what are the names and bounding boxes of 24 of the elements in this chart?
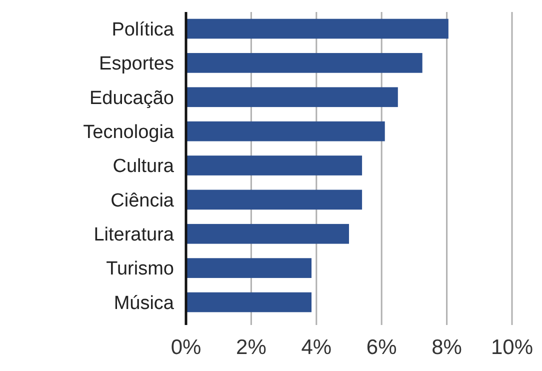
x-tick-label: 0%: [170, 336, 202, 359]
x-tick-label: 6%: [366, 336, 397, 359]
x-tick-label: 2%: [236, 336, 266, 359]
y-tick-label: Tecnologia: [83, 122, 174, 143]
y-tick-label: Música: [114, 292, 174, 314]
bar: [186, 292, 312, 312]
x-tick-label: 4%: [301, 336, 332, 359]
bar: [186, 258, 312, 278]
y-tick-label: Cultura: [112, 156, 174, 178]
y-tick-label: Turismo: [106, 258, 174, 280]
x-tick-label: 10%: [490, 336, 534, 359]
bar: [186, 121, 385, 142]
bar: [186, 190, 362, 210]
bar: [186, 156, 362, 176]
y-tick-label: Política: [112, 19, 174, 40]
bar: [186, 87, 398, 108]
bar: [186, 224, 349, 244]
bar: [186, 18, 448, 39]
y-tick-label: Ciência: [110, 190, 174, 212]
x-tick-label: 8%: [432, 336, 462, 359]
bar: [186, 53, 422, 73]
y-tick-label: Esportes: [99, 54, 174, 75]
y-tick-label: Literatura: [94, 224, 174, 246]
y-tick-label: Educação: [89, 88, 174, 109]
